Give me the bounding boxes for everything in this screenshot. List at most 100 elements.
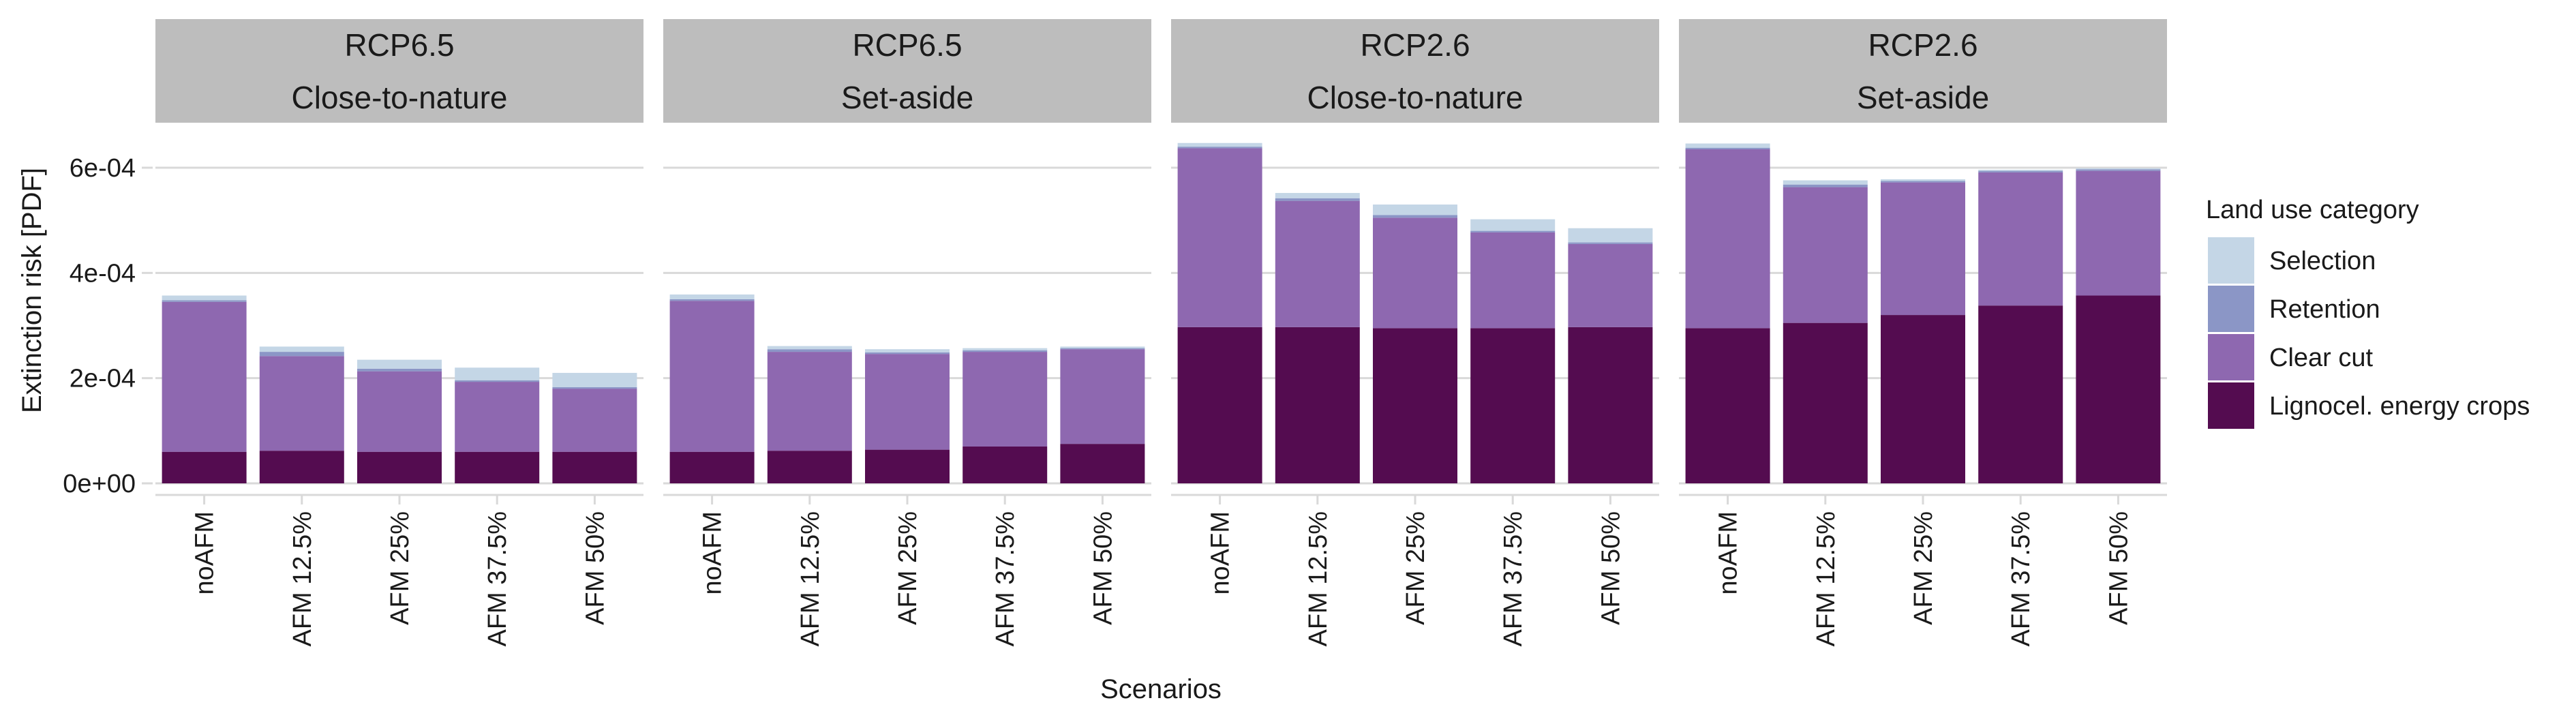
x-tick-label: AFM 12.5% xyxy=(288,511,317,647)
bar-segment xyxy=(1881,179,1965,181)
bar-segment xyxy=(767,451,852,483)
facet-strip-label: RCP6.5 xyxy=(852,27,962,63)
bar-segment xyxy=(455,382,540,452)
bar-segment xyxy=(865,449,950,483)
facet-strip-label: Close-to-nature xyxy=(291,80,507,115)
bar-segment xyxy=(552,387,637,389)
x-tick-label: AFM 12.5% xyxy=(1812,511,1840,647)
bar-segment xyxy=(357,359,442,369)
bar-segment xyxy=(357,451,442,483)
legend-label: Clear cut xyxy=(2269,344,2373,372)
x-tick-label: AFM 50% xyxy=(1089,511,1117,625)
bar-segment xyxy=(357,371,442,452)
bar-segment xyxy=(1373,328,1457,483)
bar-segment xyxy=(1568,243,1653,327)
bar-segment xyxy=(1275,327,1360,483)
bar-segment xyxy=(1060,349,1145,444)
facet-strip xyxy=(663,19,1151,123)
bar-segment xyxy=(1060,348,1145,350)
bar-segment xyxy=(1177,148,1262,327)
bar-segment xyxy=(1060,444,1145,483)
bar-segment xyxy=(767,346,852,350)
bar-segment xyxy=(1783,180,1868,185)
bar-segment xyxy=(669,294,755,299)
bar-segment xyxy=(1373,205,1457,215)
x-tick-label: AFM 37.5% xyxy=(1499,511,1528,647)
bar-segment xyxy=(259,451,344,483)
bar-segment xyxy=(963,446,1048,483)
bar-segment xyxy=(1373,215,1457,218)
bar-segment xyxy=(259,356,344,451)
bar-segment xyxy=(865,352,950,355)
facet-panels: RCP6.5 Close-to-nature noAFM AFM 12.5% AFM 2… xyxy=(155,19,2167,647)
bar-segment xyxy=(455,367,540,380)
bar-segment xyxy=(552,451,637,483)
bar-segment xyxy=(1470,230,1556,232)
x-tick-label: AFM 25% xyxy=(1401,511,1430,625)
bar-segment xyxy=(1060,346,1145,348)
bar-segment xyxy=(259,352,344,357)
bar-segment xyxy=(1783,184,1868,187)
legend-key xyxy=(2207,284,2256,333)
x-tick-label: AFM 25% xyxy=(1909,511,1938,625)
bar-segment xyxy=(455,380,540,382)
facet-panel: RCP6.5 Close-to-nature noAFM AFM 12.5% AFM 2… xyxy=(155,19,643,647)
y-axis-title: Extinction risk [PDF] xyxy=(17,168,47,413)
y-tick-label: 6e-04 xyxy=(70,154,136,183)
bar-segment xyxy=(1275,200,1360,327)
facet-strip-label: RCP2.6 xyxy=(1360,27,1470,63)
bar-segment xyxy=(1568,228,1653,243)
bar-segment xyxy=(259,346,344,352)
legend-label: Lignocel. energy crops xyxy=(2269,392,2530,421)
x-tick-label: AFM 37.5% xyxy=(483,511,512,647)
x-tick-label: AFM 50% xyxy=(581,511,609,625)
bar-segment xyxy=(1783,322,1868,483)
x-tick-label: AFM 25% xyxy=(894,511,922,625)
bar-segment xyxy=(1685,143,1770,148)
x-tick-label: AFM 37.5% xyxy=(2007,511,2035,647)
x-tick-label: noAFM xyxy=(699,511,727,594)
bar-segment xyxy=(1881,181,1965,183)
bar-segment xyxy=(1685,149,1770,329)
bar-segment xyxy=(1881,182,1965,316)
bar-segment xyxy=(455,451,540,483)
x-tick-label: AFM 50% xyxy=(2104,511,2133,625)
bar-segment xyxy=(767,352,852,451)
legend-title: Land use category xyxy=(2206,196,2419,224)
facet-strip-label: Set-aside xyxy=(1857,80,1989,115)
bar-segment xyxy=(357,368,442,372)
facet-panel: RCP6.5 Set-aside noAFM AFM 12.5% AFM 25% AFM … xyxy=(663,19,1151,647)
bar-segment xyxy=(963,350,1048,352)
bar-segment xyxy=(1978,170,2063,171)
legend-key xyxy=(2207,236,2256,285)
bar-segment xyxy=(162,301,247,452)
bar-segment xyxy=(1275,193,1360,198)
facet-strip-label: RCP2.6 xyxy=(1868,27,1978,63)
bar-segment xyxy=(865,354,950,450)
bar-segment xyxy=(1881,315,1965,483)
bar-segment xyxy=(1783,187,1868,323)
facet-panel: RCP2.6 Set-aside noAFM AFM 12.5% AFM 25% AFM … xyxy=(1679,19,2167,647)
x-tick-label: AFM 50% xyxy=(1596,511,1625,625)
bar-segment xyxy=(669,301,755,452)
bar-segment xyxy=(1978,305,2063,483)
bar-segment xyxy=(1568,327,1653,483)
legend: Land use category Selection Retention Clear… xyxy=(2206,196,2530,430)
legend-label: Retention xyxy=(2269,295,2380,324)
bar-segment xyxy=(963,348,1048,350)
y-tick-label: 0e+00 xyxy=(63,470,136,498)
facet-strip-label: Set-aside xyxy=(841,80,973,115)
facet-strip-label: RCP6.5 xyxy=(344,27,454,63)
bar-segment xyxy=(162,295,247,301)
bar-segment xyxy=(2076,295,2161,483)
bar-segment xyxy=(669,451,755,483)
x-tick-label: AFM 37.5% xyxy=(991,511,1020,647)
bar-segment xyxy=(162,300,247,302)
bar-segment xyxy=(1177,142,1262,147)
y-axis: 0e+00 2e-04 4e-04 6e-04 xyxy=(63,154,153,498)
facet-strip xyxy=(1171,19,1659,123)
bar-segment xyxy=(1685,147,1770,149)
bar-segment xyxy=(1470,328,1556,483)
bar-segment xyxy=(2076,169,2161,171)
x-tick-label: noAFM xyxy=(191,511,219,594)
